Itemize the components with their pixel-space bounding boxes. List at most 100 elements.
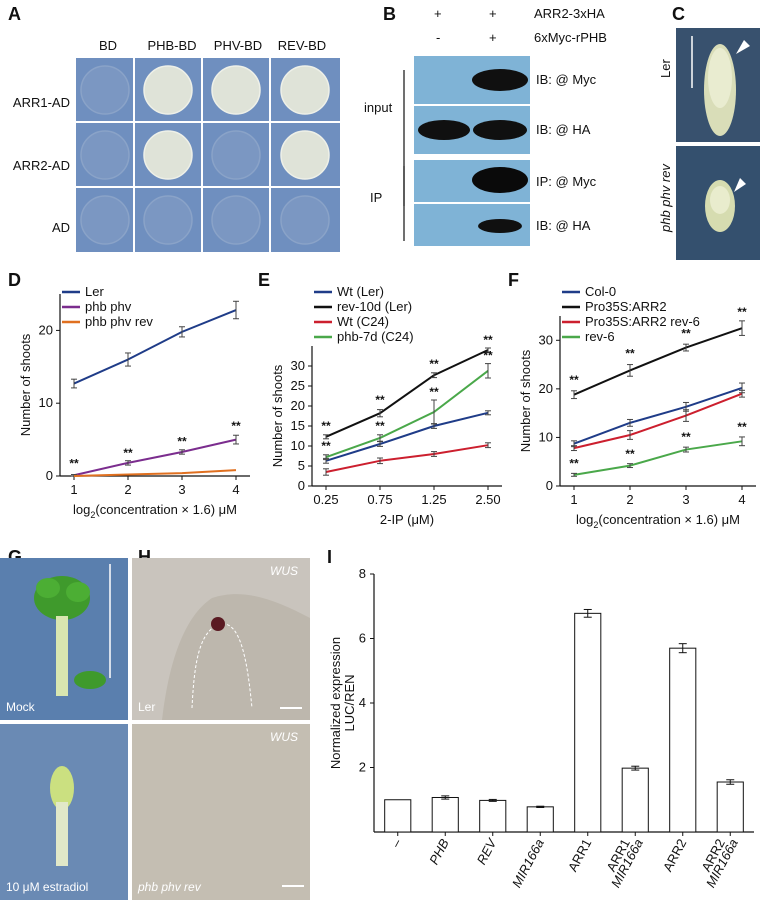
x-tick-label: 1.25 xyxy=(421,492,446,507)
x-tick-label: 2.50 xyxy=(475,492,500,507)
legend-label: Ler xyxy=(85,284,104,299)
significance-mark: ** xyxy=(231,419,241,433)
y-axis-label: Number of shoots xyxy=(518,349,533,452)
sign-arr2-lane2: + xyxy=(489,6,497,21)
significance-mark: ** xyxy=(483,349,493,363)
photo-label-estradiol: 10 μM estradiol xyxy=(6,880,89,894)
chart-f: 0 10 20 30 1 2 3 4 Number of shoots log2(concentr… xyxy=(518,284,756,530)
gene-label-wus-bottom: WUS xyxy=(270,730,298,744)
significance-mark: ** xyxy=(429,385,439,399)
significance-mark: ** xyxy=(737,305,747,319)
y-tick-label: 10 xyxy=(39,395,53,410)
bar xyxy=(479,799,507,833)
y-tick-label: 2 xyxy=(359,760,366,775)
panel-letter-d: D xyxy=(8,270,21,290)
x-tick-label: REV xyxy=(474,835,500,867)
yeast-colony xyxy=(280,65,330,115)
chart-d: 0 10 20 1 2 3 4 Number of shoots log2(concentrat… xyxy=(18,284,250,520)
blot-label-ib-ha-input: IB: @ HA xyxy=(536,122,591,137)
y-tick-label: 0 xyxy=(298,478,305,493)
significance-mark: ** xyxy=(569,457,579,471)
photo-label-ler-h: Ler xyxy=(138,700,156,714)
chart-i: 2 4 6 8 Normalized expression LUC/REN – PHB REV M… xyxy=(328,566,754,890)
significance-mark: ** xyxy=(625,447,635,461)
x-tick-label: – xyxy=(388,836,405,850)
x-tick-label: PHB xyxy=(426,836,452,867)
significance-mark: ** xyxy=(177,434,187,448)
y-axis-label: Number of shoots xyxy=(270,364,285,467)
bar xyxy=(384,799,412,833)
legend-label: Wt (C24) xyxy=(337,314,389,329)
series-line-2 xyxy=(325,349,489,438)
y-tick-label: 15 xyxy=(291,418,305,433)
x-tick-label: 3 xyxy=(682,492,689,507)
significance-mark: ** xyxy=(321,439,331,453)
significance-mark: ** xyxy=(321,419,331,433)
blot-label-ib-ha-ip: IB: @ HA xyxy=(536,218,591,233)
sign-arr2-lane1: + xyxy=(434,6,442,21)
label-arr2-3xha: ARR2-3xHA xyxy=(534,6,605,21)
photo-label-phb-phv-rev-h: phb phv rev xyxy=(138,880,201,894)
yeast-colony xyxy=(211,65,261,115)
legend-label: Col-0 xyxy=(585,284,616,299)
y-tick-label: 30 xyxy=(539,332,553,347)
x-tick-label: MIR166a xyxy=(509,836,547,890)
x-tick-label: 2 xyxy=(626,492,633,507)
col-label-phv-bd: PHV-BD xyxy=(213,38,263,53)
legend-label: phb-7d (C24) xyxy=(337,329,414,344)
photo-label-mock: Mock xyxy=(6,700,35,714)
western-blots xyxy=(403,56,530,246)
significance-mark: ** xyxy=(429,357,439,371)
y-tick-label: 8 xyxy=(359,566,366,581)
legend-label: rev-6 xyxy=(585,329,615,344)
group-label-input: input xyxy=(364,100,393,115)
significance-mark: ** xyxy=(681,326,691,340)
yeast-colony xyxy=(80,65,130,115)
x-axis-label: 2-IP (μM) xyxy=(380,512,434,527)
blot-label-ib-myc: IB: @ Myc xyxy=(536,72,597,87)
x-tick-label: 4 xyxy=(232,482,239,497)
significance-mark: ** xyxy=(569,373,579,387)
bar xyxy=(431,796,459,833)
y-tick-label: 30 xyxy=(291,358,305,373)
x-tick-label: 2 xyxy=(124,482,131,497)
y-tick-label: 5 xyxy=(298,458,305,473)
x-tick-label: 1 xyxy=(70,482,77,497)
series-line-1 xyxy=(573,386,743,445)
y-tick-label: 0 xyxy=(46,468,53,483)
series-line-2 xyxy=(573,327,743,396)
y-tick-label: 20 xyxy=(291,398,305,413)
significance-mark: ** xyxy=(69,456,79,470)
panel-letter-i: I xyxy=(327,547,333,567)
series-line-3 xyxy=(325,444,489,473)
y-axis-label-1: Normalized expression xyxy=(328,637,343,769)
significance-mark: ** xyxy=(483,333,493,347)
yeast-colony xyxy=(211,195,261,245)
legend-label: rev-10d (Ler) xyxy=(337,299,412,314)
series-line-1 xyxy=(73,309,237,385)
series-line-3 xyxy=(573,392,743,450)
legend-label: Wt (Ler) xyxy=(337,284,384,299)
significance-mark: ** xyxy=(375,419,385,433)
chart-e: 0 5 10 15 20 25 30 0.25 0.75 1.25 2.50 Number of sh… xyxy=(270,284,502,527)
yeast-colony xyxy=(143,65,193,115)
bar xyxy=(574,612,602,833)
col-label-rev-bd: REV-BD xyxy=(277,38,327,53)
sign-rphb-lane2: + xyxy=(489,30,497,45)
series-line-4 xyxy=(573,440,743,476)
panel-letter-a: A xyxy=(8,4,21,24)
series-line-2 xyxy=(73,438,237,477)
legend-label: Pro35S:ARR2 xyxy=(585,299,667,314)
y2h-plate-grid xyxy=(76,58,340,252)
y-tick-label: 6 xyxy=(359,631,366,646)
x-tick-label: 1 xyxy=(570,492,577,507)
col-label-bd: BD xyxy=(98,38,118,53)
row-label-ad: AD xyxy=(51,220,70,235)
panel-letter-f: F xyxy=(508,270,519,290)
y-tick-label: 20 xyxy=(39,322,53,337)
series-line-3 xyxy=(73,469,237,477)
legend-label: Pro35S:ARR2 rev-6 xyxy=(585,314,700,329)
panel-letter-c: C xyxy=(672,4,685,24)
bar xyxy=(716,781,744,833)
y-axis-label-2: LUC/REN xyxy=(342,674,357,731)
